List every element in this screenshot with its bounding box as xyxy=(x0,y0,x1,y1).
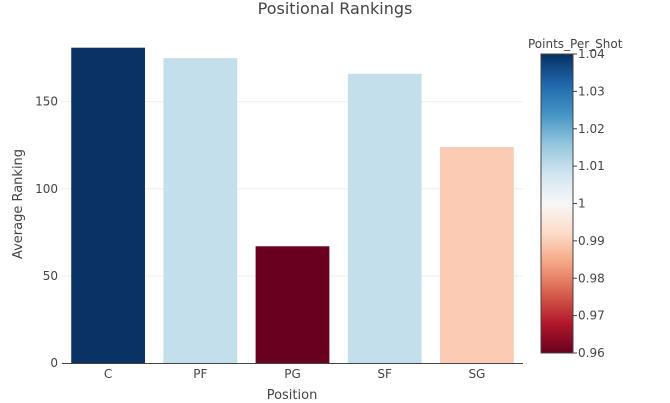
chart-title: Positional Rankings xyxy=(258,0,413,18)
x-tick-label: SG xyxy=(468,367,485,381)
y-tick-label: 50 xyxy=(43,269,58,283)
bars xyxy=(71,47,514,364)
colorbar-tick-label: 0.98 xyxy=(578,271,605,285)
y-tick-label: 0 xyxy=(50,356,58,370)
colorbar-tick-label: 1.03 xyxy=(578,84,605,98)
x-tick-labels: C PF PG SF SG xyxy=(104,367,485,381)
x-axis-title: Position xyxy=(267,388,318,403)
bar-sf xyxy=(347,73,422,364)
colorbar xyxy=(540,53,574,354)
colorbar-title: Points_Per_Shot xyxy=(528,37,623,51)
colorbar-tick-label: 1.02 xyxy=(578,122,605,136)
x-tick-label: PF xyxy=(193,367,207,381)
colorbar-tick-label: 0.96 xyxy=(578,346,605,360)
y-tick-label: 100 xyxy=(35,182,58,196)
bar-pg xyxy=(255,246,330,363)
y-axis-title: Average Ranking xyxy=(11,149,26,259)
bar-pf xyxy=(163,58,238,363)
colorbar-tick-label: 0.97 xyxy=(578,309,605,323)
x-tick-label: SF xyxy=(377,367,392,381)
colorbar-tick-label: 1 xyxy=(578,197,586,211)
bar-c xyxy=(71,47,145,363)
colorbar-tick-label: 1.01 xyxy=(578,159,605,173)
bar-sg xyxy=(440,146,514,363)
x-tick-label: PG xyxy=(284,367,301,381)
colorbar-tick-label: 0.99 xyxy=(578,234,605,248)
colorbar-tick-label: 1.04 xyxy=(578,47,605,61)
y-tick-labels: 0 50 100 150 xyxy=(35,95,58,370)
colorbar-tick-labels: 0.96 0.97 0.98 0.99 1 1.01 1.02 1.03 1.04 xyxy=(573,47,605,360)
y-tick-label: 150 xyxy=(35,95,58,109)
x-tick-label: C xyxy=(104,367,112,381)
